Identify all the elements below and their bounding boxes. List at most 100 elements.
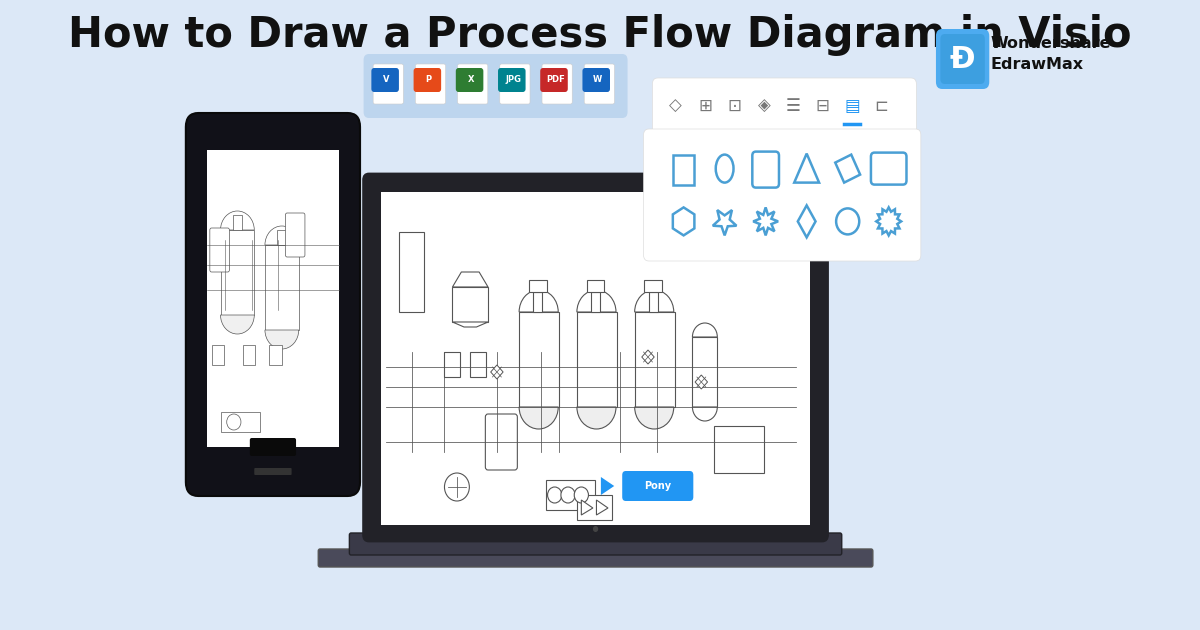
- Polygon shape: [642, 350, 654, 364]
- Text: P: P: [426, 76, 432, 84]
- FancyBboxPatch shape: [414, 68, 442, 92]
- Text: PDF: PDF: [546, 76, 565, 84]
- FancyBboxPatch shape: [499, 64, 530, 104]
- Ellipse shape: [715, 154, 733, 183]
- FancyBboxPatch shape: [415, 64, 445, 104]
- FancyBboxPatch shape: [221, 230, 254, 315]
- Wedge shape: [265, 226, 299, 245]
- FancyBboxPatch shape: [400, 232, 424, 312]
- FancyBboxPatch shape: [186, 113, 360, 496]
- Bar: [382, 192, 810, 525]
- Polygon shape: [452, 272, 488, 287]
- FancyBboxPatch shape: [540, 68, 568, 92]
- Text: Ð: Ð: [950, 45, 976, 74]
- FancyBboxPatch shape: [936, 29, 989, 89]
- Wedge shape: [520, 407, 558, 429]
- Polygon shape: [581, 500, 593, 515]
- Circle shape: [593, 526, 599, 532]
- FancyBboxPatch shape: [221, 412, 260, 432]
- Wedge shape: [577, 290, 616, 312]
- Polygon shape: [713, 210, 737, 236]
- FancyBboxPatch shape: [584, 64, 614, 104]
- Wedge shape: [692, 407, 718, 421]
- Text: ◇: ◇: [670, 97, 682, 115]
- Bar: [242, 345, 256, 365]
- Bar: [592, 292, 600, 312]
- Text: ⊡: ⊡: [727, 97, 742, 115]
- Circle shape: [227, 414, 241, 430]
- FancyBboxPatch shape: [498, 68, 526, 92]
- Text: ◈: ◈: [757, 97, 770, 115]
- FancyBboxPatch shape: [364, 54, 628, 118]
- Polygon shape: [673, 207, 695, 236]
- Bar: [529, 280, 547, 292]
- Text: Wondershare
EdrawMax: Wondershare EdrawMax: [990, 36, 1111, 72]
- Polygon shape: [794, 154, 820, 183]
- Text: Pony: Pony: [644, 481, 671, 491]
- FancyBboxPatch shape: [941, 34, 985, 84]
- Bar: [233, 215, 242, 230]
- Polygon shape: [695, 375, 708, 389]
- FancyBboxPatch shape: [577, 312, 617, 407]
- FancyBboxPatch shape: [254, 468, 292, 475]
- Text: JPG: JPG: [505, 76, 521, 84]
- Polygon shape: [601, 477, 614, 495]
- FancyBboxPatch shape: [871, 152, 906, 185]
- Text: V: V: [383, 76, 390, 84]
- Bar: [587, 280, 605, 292]
- Circle shape: [575, 487, 588, 503]
- FancyBboxPatch shape: [577, 495, 612, 520]
- Wedge shape: [692, 323, 718, 337]
- Bar: [644, 280, 662, 292]
- FancyBboxPatch shape: [371, 68, 398, 92]
- FancyBboxPatch shape: [542, 64, 572, 104]
- Wedge shape: [265, 330, 299, 349]
- Text: How to Draw a Process Flow Diagram in Visio: How to Draw a Process Flow Diagram in Vi…: [68, 14, 1132, 56]
- Bar: [649, 292, 658, 312]
- Text: ⊏: ⊏: [875, 97, 888, 115]
- Text: ⊞: ⊞: [698, 97, 712, 115]
- FancyBboxPatch shape: [456, 68, 484, 92]
- Bar: [269, 345, 282, 365]
- Polygon shape: [798, 205, 816, 238]
- Bar: [533, 292, 542, 312]
- Bar: [444, 352, 460, 377]
- FancyBboxPatch shape: [673, 154, 695, 185]
- Wedge shape: [635, 407, 673, 429]
- FancyBboxPatch shape: [210, 228, 229, 272]
- Text: ⊟: ⊟: [816, 97, 829, 115]
- FancyBboxPatch shape: [714, 426, 764, 473]
- FancyBboxPatch shape: [653, 78, 917, 136]
- Bar: [470, 352, 486, 377]
- Wedge shape: [520, 290, 558, 312]
- FancyBboxPatch shape: [349, 533, 841, 555]
- FancyBboxPatch shape: [250, 438, 296, 456]
- FancyBboxPatch shape: [452, 287, 488, 322]
- FancyBboxPatch shape: [485, 414, 517, 470]
- FancyBboxPatch shape: [643, 129, 920, 261]
- Wedge shape: [577, 407, 616, 429]
- Polygon shape: [491, 365, 503, 379]
- Circle shape: [547, 487, 562, 503]
- FancyBboxPatch shape: [623, 471, 694, 501]
- Text: ▤: ▤: [845, 97, 860, 115]
- Bar: [211, 345, 224, 365]
- FancyBboxPatch shape: [364, 174, 828, 541]
- FancyBboxPatch shape: [373, 64, 403, 104]
- Bar: [277, 230, 287, 245]
- Wedge shape: [221, 211, 254, 230]
- Bar: [208, 150, 338, 447]
- FancyBboxPatch shape: [692, 337, 718, 407]
- FancyBboxPatch shape: [318, 549, 872, 567]
- FancyBboxPatch shape: [582, 68, 610, 92]
- Wedge shape: [221, 315, 254, 334]
- FancyBboxPatch shape: [457, 64, 487, 104]
- Polygon shape: [876, 207, 901, 236]
- Circle shape: [560, 487, 575, 503]
- Polygon shape: [754, 207, 778, 236]
- FancyBboxPatch shape: [286, 213, 305, 257]
- Polygon shape: [596, 500, 608, 515]
- Polygon shape: [835, 154, 860, 183]
- Polygon shape: [452, 322, 488, 327]
- FancyBboxPatch shape: [546, 480, 595, 510]
